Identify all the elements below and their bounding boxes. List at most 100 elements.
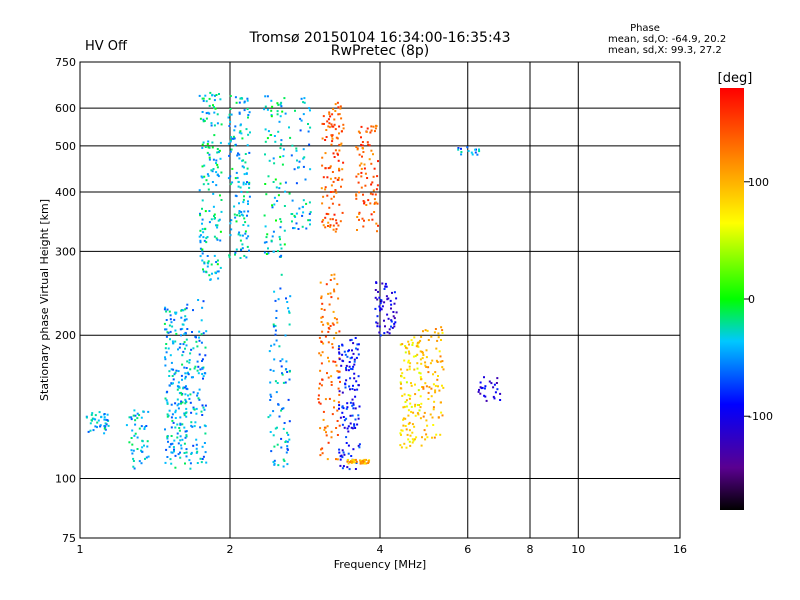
data-point	[266, 108, 269, 111]
data-point	[230, 219, 233, 222]
data-point	[219, 157, 222, 160]
data-point	[285, 297, 287, 300]
data-point	[355, 146, 358, 148]
data-point	[298, 160, 301, 163]
data-point	[227, 142, 230, 145]
data-point	[420, 362, 423, 365]
data-point	[280, 437, 283, 440]
data-point	[320, 316, 323, 319]
data-point	[338, 424, 341, 427]
data-point	[327, 356, 329, 359]
data-point	[164, 356, 166, 359]
data-point	[318, 336, 321, 339]
data-point	[172, 421, 175, 424]
data-point	[178, 427, 181, 429]
data-point	[219, 194, 221, 197]
data-point	[246, 191, 249, 194]
data-point	[164, 347, 167, 350]
data-point	[279, 155, 282, 158]
data-point	[165, 351, 168, 354]
data-point	[347, 462, 350, 465]
data-point	[348, 349, 350, 352]
data-point	[243, 173, 246, 176]
data-point	[330, 383, 333, 386]
data-point	[286, 463, 289, 466]
data-point	[200, 341, 203, 344]
data-point	[131, 452, 134, 455]
data-point	[351, 404, 354, 407]
data-point	[267, 416, 270, 419]
data-point	[330, 381, 333, 383]
data-point	[378, 305, 381, 308]
data-point	[190, 376, 193, 379]
data-point	[337, 153, 339, 156]
data-point	[91, 412, 94, 415]
data-point	[412, 411, 415, 414]
data-point	[204, 451, 207, 454]
data-point	[434, 384, 437, 387]
data-point	[417, 413, 420, 416]
data-point	[354, 407, 357, 410]
data-point	[140, 449, 142, 452]
data-point	[180, 309, 183, 312]
data-point	[404, 425, 407, 427]
data-point	[234, 125, 237, 128]
data-point	[408, 365, 411, 368]
data-point	[181, 378, 183, 381]
data-point	[328, 327, 331, 330]
data-point	[273, 135, 276, 137]
data-point	[165, 343, 168, 345]
data-point	[356, 388, 359, 391]
data-point	[185, 455, 188, 458]
data-point	[376, 184, 379, 187]
data-point	[284, 181, 287, 184]
data-point	[308, 143, 311, 146]
data-point	[323, 429, 326, 431]
data-point	[185, 430, 188, 433]
data-point	[237, 181, 240, 183]
data-point	[233, 213, 236, 216]
data-point	[247, 210, 250, 213]
data-point	[341, 449, 344, 452]
data-point	[419, 376, 422, 379]
data-point	[275, 317, 278, 319]
data-point	[492, 386, 495, 389]
data-point	[358, 405, 361, 408]
data-point	[168, 324, 171, 327]
data-point	[474, 148, 477, 151]
data-point	[288, 310, 290, 313]
data-point	[189, 368, 192, 371]
data-point	[374, 130, 376, 133]
data-points	[85, 91, 502, 471]
data-point	[201, 97, 204, 100]
data-point	[286, 371, 289, 373]
data-point	[202, 236, 205, 239]
data-point	[201, 111, 204, 113]
data-point	[176, 432, 179, 435]
data-point	[342, 161, 345, 164]
data-point	[352, 403, 355, 406]
data-point	[143, 426, 146, 429]
data-point	[233, 205, 236, 208]
data-point	[228, 125, 231, 127]
data-point	[273, 343, 276, 346]
data-point	[279, 238, 281, 241]
data-point	[177, 370, 180, 373]
data-point	[293, 168, 296, 171]
data-point	[358, 131, 361, 134]
data-point	[281, 407, 284, 410]
data-point	[441, 366, 444, 369]
data-point	[371, 218, 374, 221]
data-point	[228, 256, 231, 259]
data-point	[390, 325, 392, 328]
data-point	[263, 108, 266, 111]
data-point	[351, 427, 354, 430]
data-point	[211, 141, 214, 144]
data-point	[198, 235, 201, 238]
data-point	[185, 332, 187, 335]
data-point	[434, 391, 437, 394]
chart-title: Tromsø 20150104 16:34:00-16:35:43	[249, 30, 511, 46]
data-point	[334, 149, 337, 152]
data-point	[136, 436, 139, 439]
data-point	[215, 162, 217, 165]
